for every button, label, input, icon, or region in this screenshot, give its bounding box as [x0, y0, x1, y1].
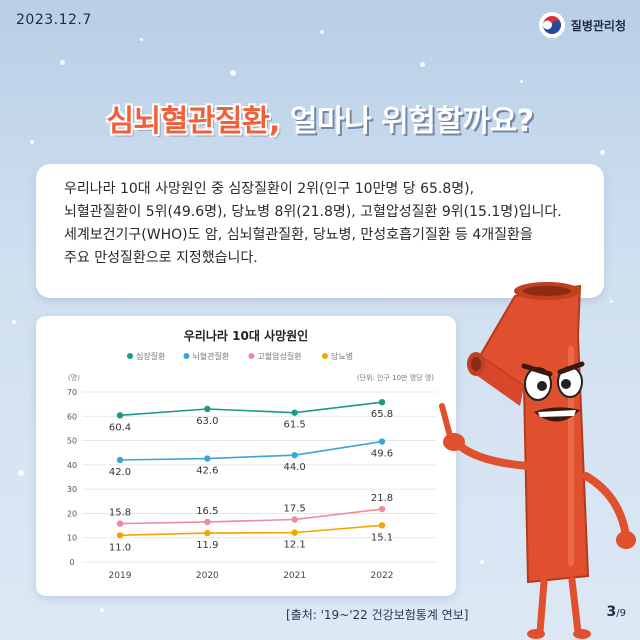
series-line [119, 524, 383, 537]
snowflake [420, 62, 425, 67]
info-line: 뇌혈관질환이 5위(49.6명), 당뇨병 8위(21.8명), 고혈압성질환 … [64, 204, 562, 220]
info-text: 우리나라 10대 사망원인 중 심장질환이 2위(인구 10만명 당 65.8명… [64, 178, 584, 270]
x-tick-label: 2019 [109, 571, 132, 581]
unit-note: (단위: 인구 10만 명당 명) [357, 373, 434, 382]
data-label: 12.1 [284, 540, 306, 551]
legend-marker [127, 353, 133, 359]
date-label: 2023.12.7 [16, 12, 92, 28]
snowflake [30, 140, 34, 144]
data-point [291, 529, 298, 536]
data-point [116, 412, 124, 419]
x-tick-label: 2020 [196, 571, 219, 581]
data-point [378, 399, 386, 406]
data-point [378, 522, 386, 529]
snowflake [320, 30, 324, 34]
page-total: /9 [616, 608, 626, 619]
y-tick-label: 70 [67, 388, 77, 397]
snowflake [18, 470, 24, 476]
snowflake [12, 320, 16, 324]
brand-logo: 질병관리청 [538, 12, 626, 38]
data-point [378, 438, 386, 445]
snowflake [480, 560, 484, 564]
data-label: 44.0 [284, 462, 306, 473]
info-card: 우리나라 10대 사망원인 중 심장질환이 2위(인구 10만명 당 65.8명… [36, 164, 604, 298]
title-highlight: 심뇌혈관질환, [106, 104, 280, 139]
data-label: 21.8 [371, 493, 393, 504]
legend-label: 심장질환 [136, 351, 166, 361]
brand-name: 질병관리청 [570, 18, 626, 33]
series-line [119, 440, 383, 461]
info-line: 세계보건기구(WHO)도 암, 심뇌혈관질환, 당뇨병, 만성호흡기질환 등 4… [64, 227, 533, 243]
x-tick-label: 2022 [371, 571, 394, 581]
y-tick-label: 60 [67, 412, 77, 421]
data-point [291, 409, 298, 416]
source-note: [출처: '19~'22 건강보험통계 연보] [286, 608, 469, 622]
snowflake [520, 80, 523, 83]
taegeuk-icon [538, 12, 565, 38]
data-point [291, 516, 298, 523]
legend-label: 뇌혈관질환 [192, 351, 229, 361]
data-label: 42.0 [109, 467, 131, 478]
data-point [116, 532, 124, 539]
data-label: 60.4 [109, 422, 131, 433]
data-point [204, 455, 211, 462]
legend-marker [322, 353, 328, 359]
snowflake [230, 70, 236, 76]
y-axis-label: (명) [68, 373, 80, 382]
data-label: 16.5 [196, 506, 218, 517]
page-current: 3 [606, 604, 617, 620]
data-label: 17.5 [284, 504, 306, 515]
data-label: 49.6 [371, 449, 393, 460]
data-label: 61.5 [284, 420, 306, 431]
data-point [116, 520, 124, 527]
data-label: 11.0 [109, 542, 131, 553]
legend-label: 당뇨병 [331, 351, 353, 361]
blood-vessel-mascot [439, 282, 636, 639]
chart-title: 우리나라 10대 사망원인 [184, 328, 308, 343]
x-tick-label: 2021 [283, 571, 306, 581]
data-point [204, 518, 211, 526]
info-line: 우리나라 10대 사망원인 중 심장질환이 2위(인구 10만명 당 65.8명… [64, 181, 475, 197]
y-tick-label: 40 [67, 461, 77, 470]
data-point [291, 451, 298, 459]
data-point [378, 505, 386, 513]
info-line: 주요 만성질환으로 지정했습니다. [64, 250, 258, 266]
data-label: 15.8 [109, 508, 131, 519]
snowflake [610, 300, 613, 303]
data-label: 63.0 [196, 416, 218, 427]
data-label: 15.1 [371, 532, 393, 543]
data-point [116, 456, 124, 464]
legend-marker [183, 353, 190, 359]
page-indicator: 3/9 [607, 604, 626, 620]
series-line [119, 401, 383, 417]
y-tick-label: 50 [67, 437, 77, 446]
data-point [204, 529, 211, 537]
snowflake [60, 60, 65, 65]
data-point [204, 405, 211, 413]
legend-label: 고혈압성질환 [257, 351, 302, 361]
data-label: 65.8 [371, 409, 393, 420]
y-tick-label: 20 [67, 509, 77, 518]
y-tick-label: 0 [69, 558, 74, 567]
legend-marker [248, 353, 255, 359]
y-tick-label: 10 [67, 534, 77, 543]
page-title: 심뇌혈관질환, 얼마나 위험할까요? [0, 96, 640, 140]
data-label: 11.9 [196, 540, 218, 551]
data-label: 42.6 [196, 466, 218, 477]
title-rest: 얼마나 위험할까요? [279, 104, 534, 139]
snowflake [140, 38, 143, 41]
snowflake [600, 150, 605, 155]
snowflake [100, 608, 104, 612]
y-tick-label: 30 [67, 485, 77, 494]
series-line [119, 508, 383, 525]
